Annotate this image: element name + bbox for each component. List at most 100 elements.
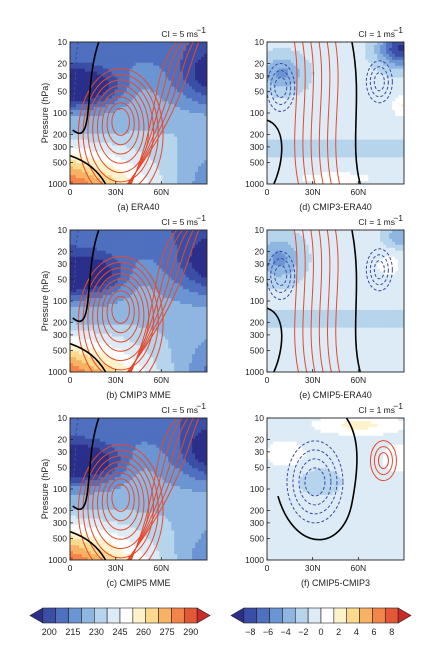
field-cell xyxy=(398,104,402,108)
field-cell xyxy=(165,65,169,70)
field-cell xyxy=(281,169,286,173)
field-cell xyxy=(335,154,339,158)
field-cell xyxy=(70,62,74,67)
field-cell xyxy=(401,118,404,123)
field-cell xyxy=(189,59,193,64)
field-cell xyxy=(329,95,333,99)
field-cell xyxy=(165,92,169,96)
field-cell xyxy=(201,124,205,129)
field-cell xyxy=(362,62,366,67)
field-cell xyxy=(365,127,369,132)
field-cell xyxy=(159,74,163,78)
field-cell xyxy=(156,166,160,170)
field-cell xyxy=(78,95,83,99)
field-cell xyxy=(204,110,207,114)
field-cell xyxy=(132,86,136,90)
field-cell xyxy=(365,145,369,149)
field-cell xyxy=(171,163,175,167)
field-cell xyxy=(344,127,348,132)
field-cell xyxy=(338,47,342,52)
field-cell xyxy=(105,98,110,102)
field-cell xyxy=(78,124,83,129)
field-cell xyxy=(281,142,286,146)
field-cell xyxy=(281,107,286,111)
field-cell xyxy=(401,148,404,152)
field-cell xyxy=(70,318,74,323)
field-cell xyxy=(386,80,390,84)
field-cell xyxy=(380,65,384,70)
field-cell xyxy=(317,110,322,114)
field-cell xyxy=(96,65,101,70)
field-cell xyxy=(117,110,122,114)
field-cell xyxy=(359,62,363,67)
field-cell xyxy=(299,44,304,49)
field-cell xyxy=(386,154,390,158)
field-cell xyxy=(341,107,345,111)
negative-anomaly-contour xyxy=(373,72,385,92)
field-cell xyxy=(99,136,104,141)
field-cell xyxy=(90,286,95,290)
field-cell xyxy=(305,65,310,70)
field-cell xyxy=(87,330,92,334)
field-cell xyxy=(371,136,375,141)
field-cell xyxy=(377,83,381,87)
field-cell xyxy=(144,89,148,93)
field-cell xyxy=(389,157,393,161)
field-cell xyxy=(96,238,101,243)
field-cell xyxy=(96,148,101,152)
field-cell xyxy=(141,142,145,146)
field-cell xyxy=(171,118,175,123)
field-cell xyxy=(290,142,295,146)
field-cell xyxy=(108,127,113,132)
wind-contour xyxy=(130,42,178,184)
field-cell xyxy=(180,104,184,108)
field-cell xyxy=(329,127,333,132)
field-cell xyxy=(70,363,74,367)
field-cell xyxy=(180,118,184,123)
field-cell xyxy=(189,175,193,179)
field-cell xyxy=(311,50,316,55)
field-cell xyxy=(198,113,202,117)
field-cell xyxy=(171,74,175,78)
field-cell xyxy=(120,92,125,96)
field-cell xyxy=(75,163,80,167)
field-cell xyxy=(195,157,199,161)
field-cell xyxy=(284,115,289,120)
field-cell xyxy=(75,303,80,308)
field-cell xyxy=(269,178,274,182)
field-cell xyxy=(392,133,396,138)
field-cell xyxy=(317,107,322,111)
field-cell xyxy=(87,169,92,173)
field-cell xyxy=(162,53,166,58)
field-cell xyxy=(201,154,205,158)
field-cell xyxy=(165,178,169,182)
field-cell xyxy=(293,104,298,108)
field-cell xyxy=(338,175,342,179)
field-cell xyxy=(93,104,98,108)
field-cell xyxy=(171,127,175,132)
field-cell xyxy=(347,142,351,146)
field-cell xyxy=(320,130,324,135)
field-cell xyxy=(156,44,160,49)
field-cell xyxy=(290,169,295,173)
field-cell xyxy=(186,80,190,84)
field-cell xyxy=(281,62,286,67)
field-cell xyxy=(281,110,286,114)
field-cell xyxy=(183,166,187,170)
field-cell xyxy=(168,154,172,158)
field-cell xyxy=(120,130,125,135)
field-cell xyxy=(102,59,107,64)
field-cell xyxy=(344,148,348,152)
field-cell xyxy=(290,148,295,152)
field-cell xyxy=(371,115,375,120)
field-cell xyxy=(350,50,354,55)
field-cell xyxy=(114,47,119,52)
field-cell xyxy=(335,148,339,152)
field-cell xyxy=(72,68,77,72)
field-cell xyxy=(326,142,330,146)
field-cell xyxy=(117,124,122,129)
field-cell xyxy=(275,101,280,105)
field-cell xyxy=(70,324,74,329)
field-cell xyxy=(162,169,166,173)
field-cell xyxy=(201,59,205,64)
